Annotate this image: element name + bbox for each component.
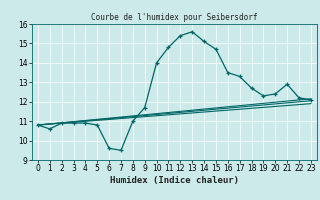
Title: Courbe de l'humidex pour Seibersdorf: Courbe de l'humidex pour Seibersdorf <box>91 13 258 22</box>
X-axis label: Humidex (Indice chaleur): Humidex (Indice chaleur) <box>110 176 239 185</box>
